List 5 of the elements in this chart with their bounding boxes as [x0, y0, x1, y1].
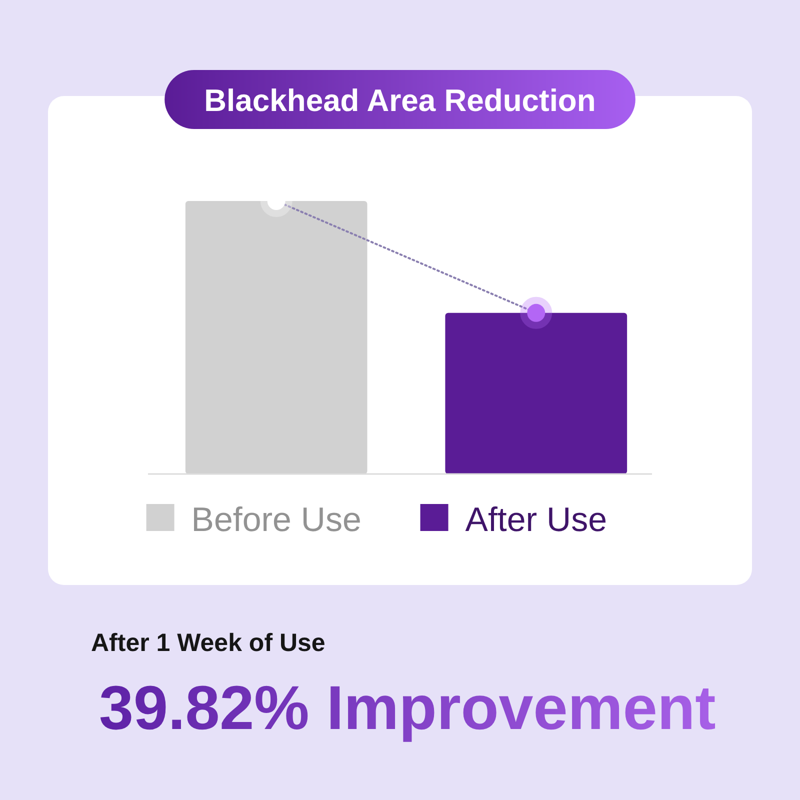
x-tick-label: Before Use [191, 501, 362, 540]
text: After 1 Week of Use [91, 629, 326, 657]
text: 39.82% Improvement [99, 674, 716, 743]
x-tick-label: After Use [465, 501, 607, 540]
chart-title: Blackhead Area Reduction [204, 83, 596, 118]
